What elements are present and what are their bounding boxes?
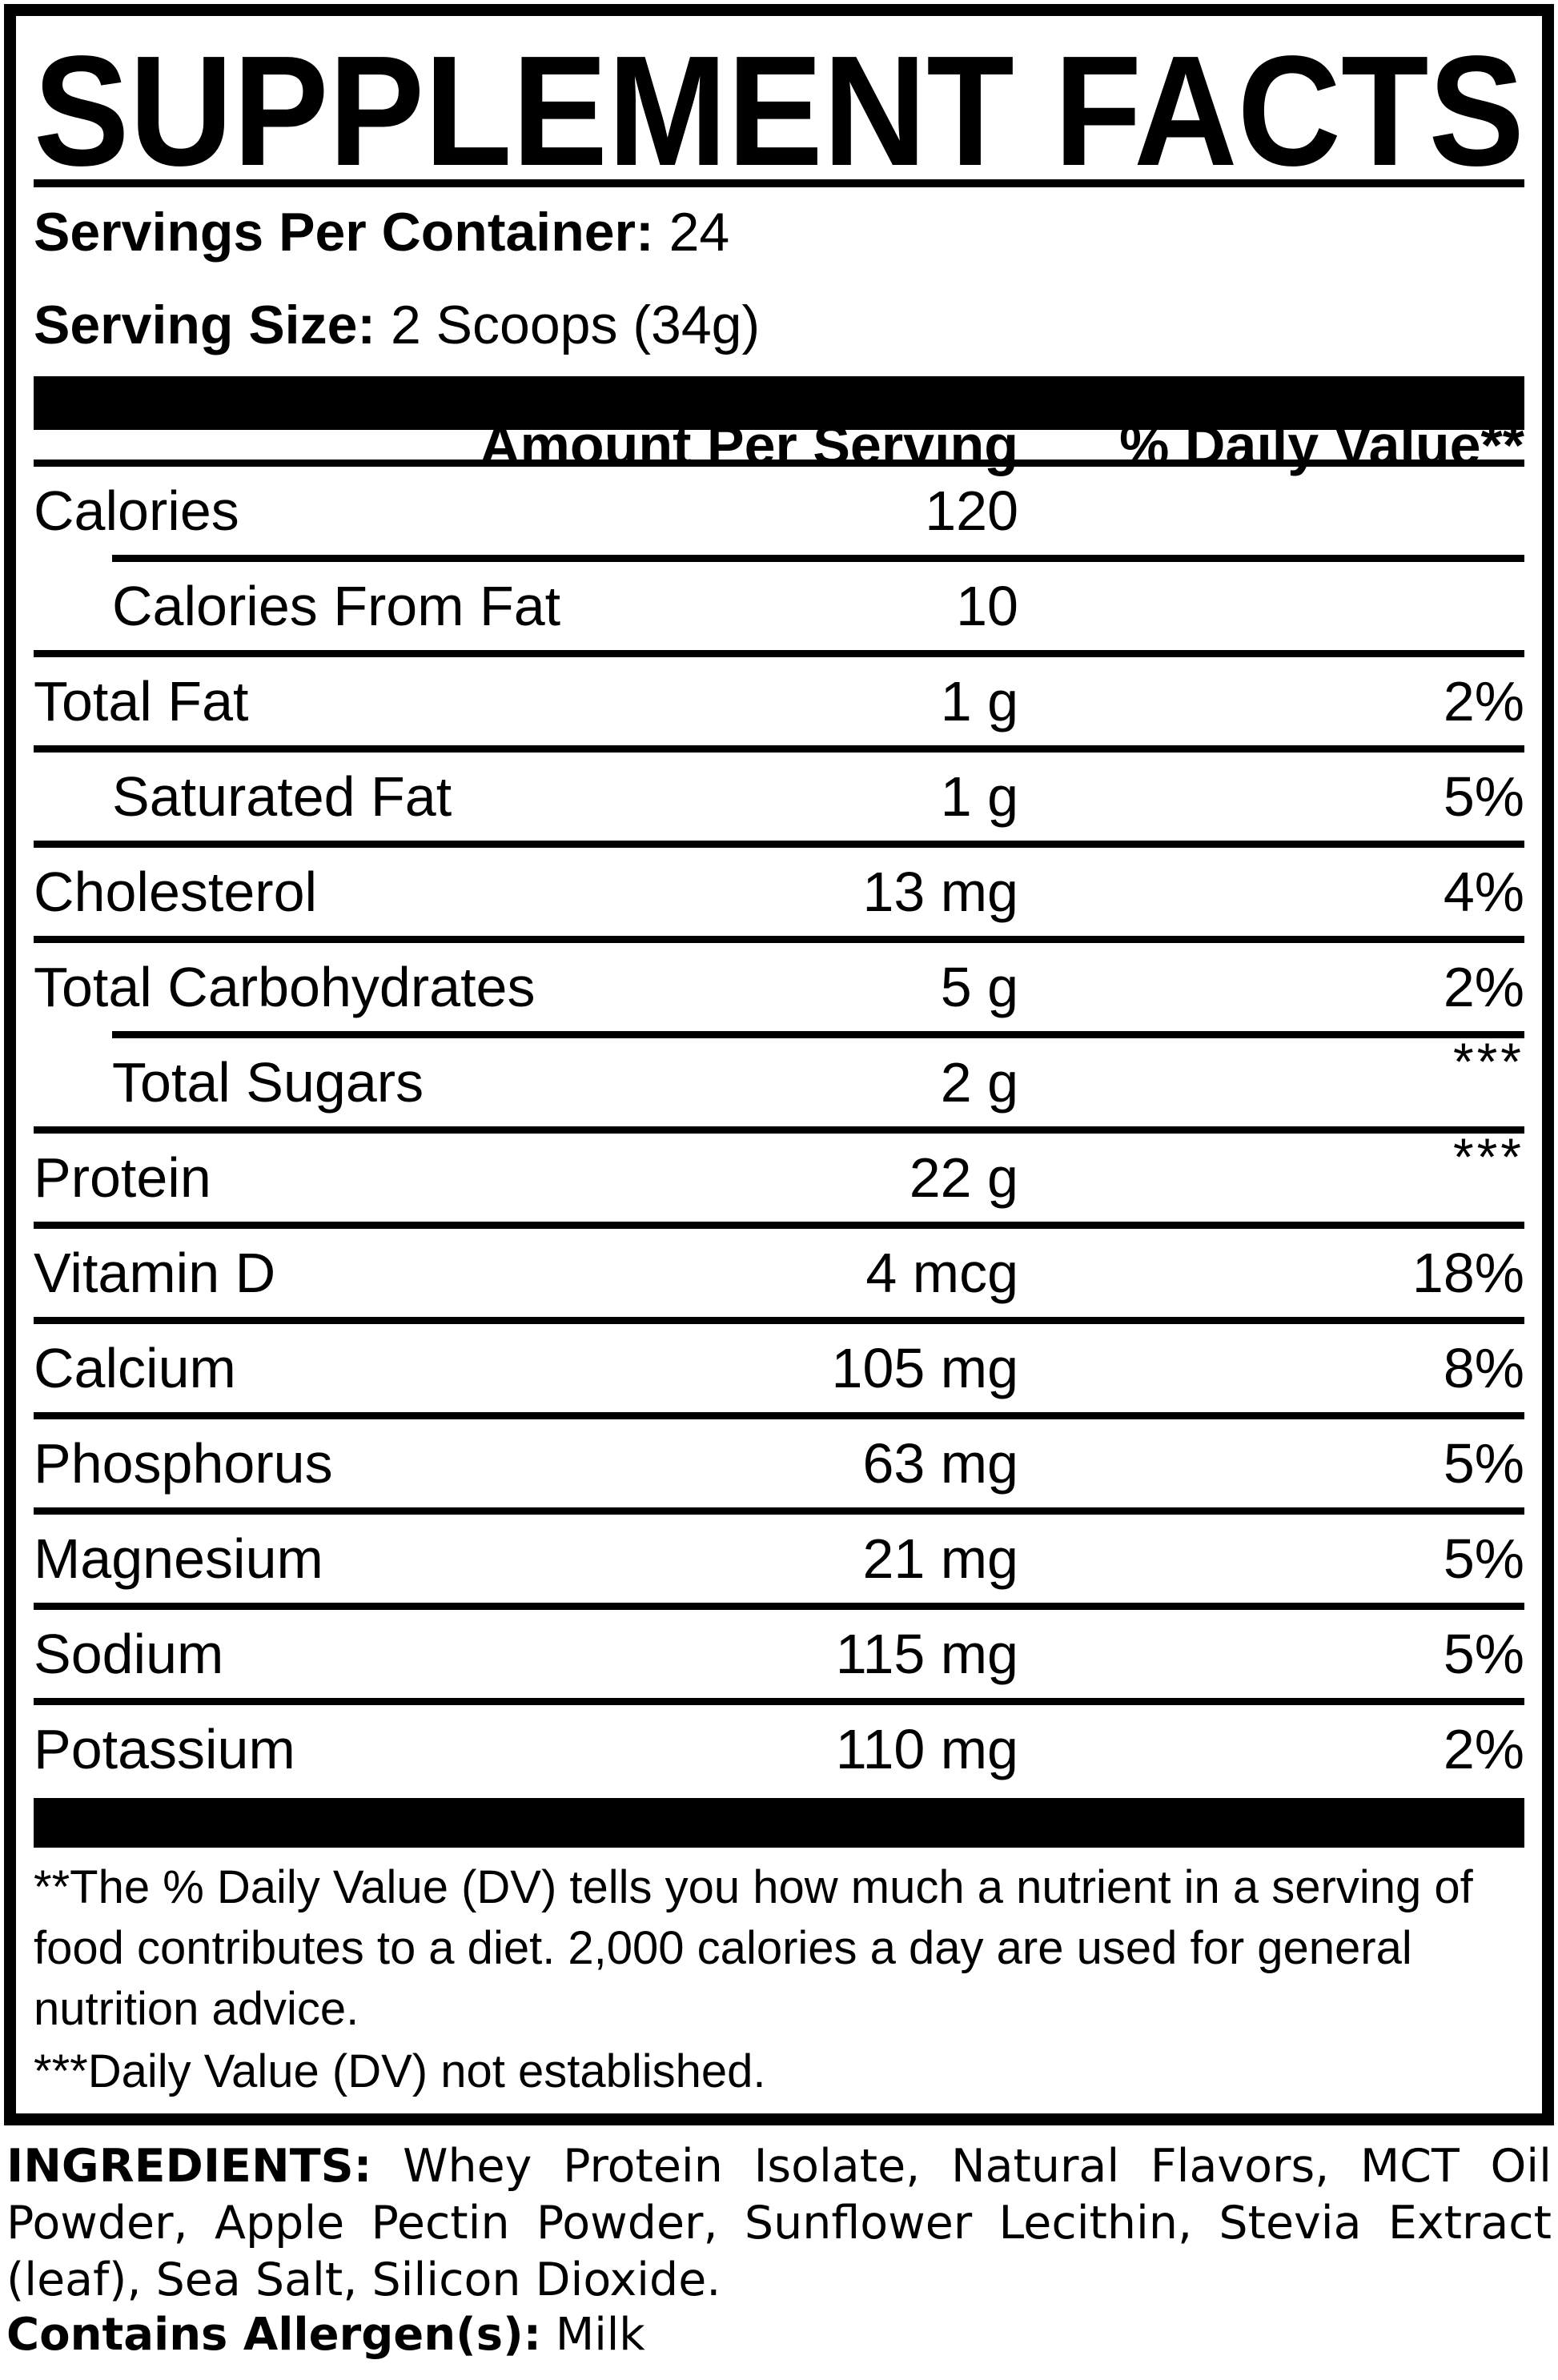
separator-bar-top — [34, 376, 1524, 430]
supplement-facts-panel: SUPPLEMENT FACTS Servings Per Container:… — [4, 4, 1554, 2125]
nutrient-name: Magnesium — [34, 1527, 323, 1590]
row-vitamin-d: Vitamin D 4 mcg 18% — [34, 1229, 1524, 1317]
nutrient-amount: 21 mg — [862, 1527, 1018, 1590]
nutrient-dv: 8% — [1443, 1337, 1524, 1399]
nutrient-amount: 1 g — [940, 670, 1018, 732]
nutrient-name: Protein — [34, 1146, 211, 1209]
nutrient-dv: 5% — [1443, 1432, 1524, 1495]
nutrient-dv: 2% — [1443, 956, 1524, 1018]
row-total-sugars: Total Sugars 2 g *** — [34, 1033, 1524, 1126]
row-divider — [34, 1603, 1524, 1610]
nutrient-name: Saturated Fat — [112, 765, 452, 828]
nutrient-amount: 13 mg — [862, 861, 1018, 923]
panel-title-text: SUPPLEMENT FACTS — [34, 48, 1524, 168]
ingredients-paragraph: INGREDIENTS: Whey Protein Isolate, Natur… — [6, 2138, 1552, 2309]
nutrient-amount: 2 g — [940, 1051, 1018, 1114]
table-header-row: Amount Per Serving % Daily Value** — [34, 417, 1524, 473]
nutrient-name: Total Sugars — [112, 1051, 424, 1114]
row-divider — [34, 650, 1524, 657]
not-established-footnote: ***Daily Value (DV) not established. — [34, 2045, 766, 2097]
separator-bar-bottom — [34, 1798, 1524, 1848]
serving-size-line: Serving Size: 2 Scoops (34g) — [34, 298, 1524, 352]
nutrient-name: Calories — [34, 480, 239, 542]
row-calories: Calories 120 — [34, 467, 1524, 555]
nutrient-amount: 10 — [956, 575, 1018, 637]
row-total-carbohydrates: Total Carbohydrates 5 g 2% — [34, 943, 1524, 1031]
servings-per-container-value: 24 — [669, 202, 730, 263]
nutrient-amount: 120 — [925, 480, 1018, 542]
row-divider — [112, 1031, 1524, 1038]
row-divider — [34, 1222, 1524, 1229]
row-cholesterol: Cholesterol 13 mg 4% — [34, 848, 1524, 936]
supplement-label: SUPPLEMENT FACTS Servings Per Container:… — [0, 4, 1558, 2380]
serving-size-value: 2 Scoops (34g) — [390, 295, 761, 355]
row-divider — [34, 1507, 1524, 1515]
allergen-label: Contains Allergen(s): — [6, 2309, 542, 2361]
nutrient-name: Calcium — [34, 1337, 236, 1399]
allergen-line: Contains Allergen(s): Milk — [6, 2310, 1552, 2360]
nutrient-dv: 2% — [1443, 670, 1524, 732]
row-divider — [34, 745, 1524, 753]
nutrient-amount: 110 mg — [835, 1718, 1018, 1780]
nutrient-dv: 2% — [1443, 1718, 1524, 1780]
nutrient-dv: 5% — [1443, 1527, 1524, 1590]
header-divider — [34, 460, 1524, 467]
nutrient-name: Calories From Fat — [112, 575, 561, 637]
row-calcium: Calcium 105 mg 8% — [34, 1324, 1524, 1412]
row-divider — [34, 1317, 1524, 1324]
row-saturated-fat: Saturated Fat 1 g 5% — [34, 753, 1524, 841]
row-phosphorus: Phosphorus 63 mg 5% — [34, 1419, 1524, 1507]
nutrient-amount: 105 mg — [831, 1337, 1018, 1399]
ingredients-list: Whey Protein Isolate, Natural Flavors, M… — [6, 2140, 1552, 2306]
nutrient-name: Sodium — [34, 1623, 224, 1685]
daily-value-footnote: **The % Daily Value (DV) tells you how m… — [34, 1861, 1473, 2035]
servings-per-container-label: Servings Per Container: — [34, 202, 654, 263]
panel-title: SUPPLEMENT FACTS — [34, 48, 1524, 168]
nutrient-dv: *** — [1452, 1126, 1524, 1186]
allergen-value: Milk — [555, 2309, 645, 2361]
nutrient-amount: 1 g — [940, 765, 1018, 828]
nutrient-dv: 5% — [1443, 765, 1524, 828]
row-divider — [34, 1126, 1524, 1134]
row-total-fat: Total Fat 1 g 2% — [34, 657, 1524, 745]
row-divider — [34, 1698, 1524, 1705]
nutrient-name: Total Fat — [34, 670, 249, 732]
ingredients-label: INGREDIENTS: — [6, 2140, 372, 2193]
nutrient-dv: 18% — [1411, 1242, 1524, 1304]
row-protein: Protein 22 g *** — [34, 1129, 1524, 1222]
nutrient-dv: 4% — [1443, 861, 1524, 923]
nutrient-name: Vitamin D — [34, 1242, 276, 1304]
nutrient-dv: 5% — [1443, 1623, 1524, 1685]
servings-per-container-line: Servings Per Container: 24 — [34, 205, 1524, 259]
nutrient-name: Potassium — [34, 1718, 295, 1780]
nutrient-amount: 4 mcg — [865, 1242, 1018, 1304]
nutrient-name: Cholesterol — [34, 861, 318, 923]
row-magnesium: Magnesium 21 mg 5% — [34, 1515, 1524, 1603]
nutrient-amount: 22 g — [909, 1146, 1018, 1209]
row-divider — [34, 1412, 1524, 1419]
row-divider — [34, 936, 1524, 943]
daily-value-header: % Daily Value** — [1119, 413, 1524, 476]
ingredients-section: INGREDIENTS: Whey Protein Isolate, Natur… — [6, 2138, 1552, 2360]
row-divider — [34, 841, 1524, 848]
nutrient-name: Phosphorus — [34, 1432, 333, 1495]
title-divider — [34, 179, 1524, 187]
row-potassium: Potassium 110 mg 2% — [34, 1705, 1524, 1793]
row-calories-from-fat: Calories From Fat 10 — [34, 562, 1524, 650]
nutrient-amount: 63 mg — [862, 1432, 1018, 1495]
nutrient-amount: 5 g — [940, 956, 1018, 1018]
amount-per-serving-header: Amount Per Serving — [480, 413, 1018, 476]
row-divider — [112, 555, 1524, 562]
serving-size-label: Serving Size: — [34, 295, 376, 355]
nutrient-dv: *** — [1452, 1031, 1524, 1091]
nutrient-amount: 115 mg — [835, 1623, 1018, 1685]
nutrient-name: Total Carbohydrates — [34, 956, 536, 1018]
row-sodium: Sodium 115 mg 5% — [34, 1610, 1524, 1698]
